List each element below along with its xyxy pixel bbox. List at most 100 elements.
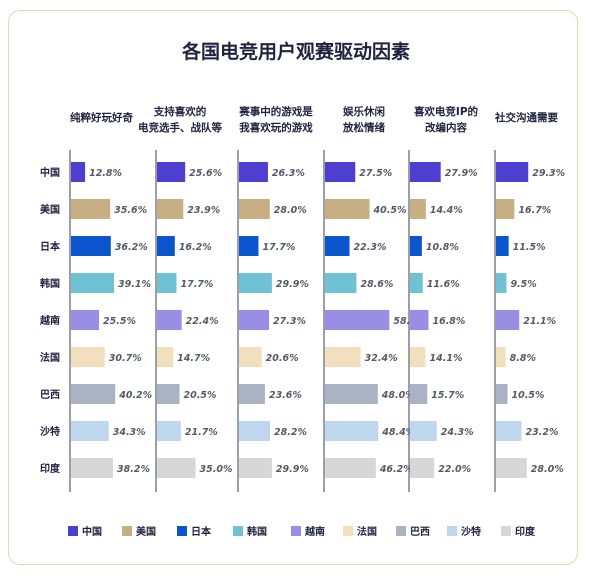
value-label-6-3: 48.0% bbox=[381, 390, 415, 401]
value-label-3-2: 29.9% bbox=[276, 279, 309, 290]
value-label-4-3: 58.5% bbox=[393, 316, 426, 327]
row-label-5: 法国 bbox=[40, 351, 60, 364]
value-label-2-2: 17.7% bbox=[262, 242, 295, 253]
value-label-4-0: 25.5% bbox=[103, 316, 136, 327]
bar-5-0 bbox=[71, 347, 105, 367]
value-label-5-0: 30.7% bbox=[109, 353, 142, 364]
legend-swatch-1 bbox=[122, 526, 132, 536]
bar-7-3 bbox=[325, 421, 379, 441]
value-label-7-1: 21.7% bbox=[185, 427, 218, 438]
bar-2-0 bbox=[71, 236, 111, 256]
value-label-7-2: 28.2% bbox=[274, 427, 307, 438]
bar-3-1 bbox=[157, 273, 177, 293]
value-label-4-1: 22.4% bbox=[186, 316, 219, 327]
value-label-3-1: 17.7% bbox=[180, 279, 213, 290]
value-label-2-0: 36.2% bbox=[115, 242, 148, 253]
bar-0-1 bbox=[157, 162, 186, 182]
bar-5-4 bbox=[410, 347, 426, 367]
bar-5-3 bbox=[325, 347, 361, 367]
legend-swatch-5 bbox=[343, 526, 353, 536]
value-label-2-3: 22.3% bbox=[354, 242, 387, 253]
bar-8-2 bbox=[239, 458, 272, 478]
value-label-2-1: 16.2% bbox=[179, 242, 212, 253]
value-label-7-5: 23.2% bbox=[526, 427, 559, 438]
value-label-8-3: 46.2% bbox=[379, 464, 413, 475]
value-label-8-2: 29.9% bbox=[276, 464, 309, 475]
value-label-1-5: 16.7% bbox=[518, 205, 551, 216]
bar-4-5 bbox=[496, 310, 520, 330]
legend-swatch-4 bbox=[291, 526, 301, 536]
row-label-4: 越南 bbox=[39, 314, 60, 327]
bar-4-3 bbox=[325, 310, 390, 330]
bar-8-5 bbox=[496, 458, 527, 478]
bar-6-4 bbox=[410, 384, 428, 404]
column-header-3: 娱乐休闲放松情绪 bbox=[342, 105, 385, 134]
bar-8-3 bbox=[325, 458, 376, 478]
value-label-5-1: 14.7% bbox=[177, 353, 210, 364]
legend-label-6: 巴西 bbox=[410, 526, 430, 538]
value-label-3-3: 28.6% bbox=[360, 279, 393, 290]
value-label-4-5: 21.1% bbox=[523, 316, 556, 327]
value-label-1-0: 35.6% bbox=[114, 205, 147, 216]
bar-5-5 bbox=[496, 347, 506, 367]
value-label-1-2: 28.0% bbox=[274, 205, 307, 216]
bar-7-4 bbox=[410, 421, 437, 441]
legend-swatch-8 bbox=[501, 526, 511, 536]
chart-title: 各国电竞用户观赛驱动因素 bbox=[181, 40, 410, 63]
value-label-8-0: 38.2% bbox=[117, 464, 150, 475]
value-label-4-4: 16.8% bbox=[432, 316, 465, 327]
value-label-6-0: 40.2% bbox=[118, 390, 152, 401]
value-label-4-2: 27.3% bbox=[273, 316, 306, 327]
bar-7-5 bbox=[496, 421, 522, 441]
value-label-2-4: 10.8% bbox=[426, 242, 459, 253]
legend-label-4: 越南 bbox=[304, 525, 325, 538]
bar-5-1 bbox=[157, 347, 174, 367]
value-label-6-5: 10.5% bbox=[512, 390, 545, 401]
bar-4-4 bbox=[410, 310, 429, 330]
value-label-3-0: 39.1% bbox=[118, 279, 151, 290]
bar-2-2 bbox=[239, 236, 259, 256]
bar-4-1 bbox=[157, 310, 182, 330]
legend-label-3: 韩国 bbox=[247, 525, 267, 538]
value-label-5-4: 14.1% bbox=[430, 353, 463, 364]
value-label-3-4: 11.6% bbox=[427, 279, 460, 290]
column-header-0: 纯粹好玩好奇 bbox=[70, 111, 133, 124]
bar-1-0 bbox=[71, 199, 111, 219]
bar-7-2 bbox=[239, 421, 271, 441]
bar-1-5 bbox=[496, 199, 515, 219]
column-header-5: 社交沟通需要 bbox=[494, 111, 558, 124]
bar-3-4 bbox=[410, 273, 423, 293]
bar-8-4 bbox=[410, 458, 435, 478]
legend-swatch-3 bbox=[233, 526, 243, 536]
bar-3-2 bbox=[239, 273, 272, 293]
bar-6-0 bbox=[71, 384, 116, 404]
row-label-7: 沙特 bbox=[40, 425, 60, 438]
legend-label-2: 日本 bbox=[191, 525, 212, 538]
value-label-1-3: 40.5% bbox=[373, 205, 407, 216]
legend-label-0: 中国 bbox=[82, 525, 102, 538]
legend-label-5: 法国 bbox=[357, 525, 377, 538]
bar-0-0 bbox=[71, 162, 86, 182]
value-label-2-5: 11.5% bbox=[513, 242, 546, 253]
value-label-5-5: 8.8% bbox=[510, 353, 536, 364]
bar-3-0 bbox=[71, 273, 115, 293]
legend-label-8: 印度 bbox=[515, 525, 536, 538]
bar-2-5 bbox=[496, 236, 509, 256]
value-label-0-3: 27.5% bbox=[359, 168, 392, 179]
bar-1-4 bbox=[410, 199, 426, 219]
value-label-0-0: 12.8% bbox=[89, 168, 122, 179]
bar-7-0 bbox=[71, 421, 109, 441]
legend-label-1: 美国 bbox=[136, 525, 156, 538]
value-label-8-4: 22.0% bbox=[438, 464, 471, 475]
bar-0-3 bbox=[325, 162, 356, 182]
legend-swatch-0 bbox=[68, 526, 78, 536]
bar-4-0 bbox=[71, 310, 100, 330]
value-label-6-4: 15.7% bbox=[431, 390, 464, 401]
bar-1-2 bbox=[239, 199, 270, 219]
bar-3-5 bbox=[496, 273, 507, 293]
bar-4-2 bbox=[239, 310, 270, 330]
value-label-7-4: 24.3% bbox=[441, 427, 474, 438]
value-label-7-3: 48.4% bbox=[381, 427, 415, 438]
row-label-6: 巴西 bbox=[40, 389, 60, 401]
row-label-0: 中国 bbox=[40, 166, 60, 179]
